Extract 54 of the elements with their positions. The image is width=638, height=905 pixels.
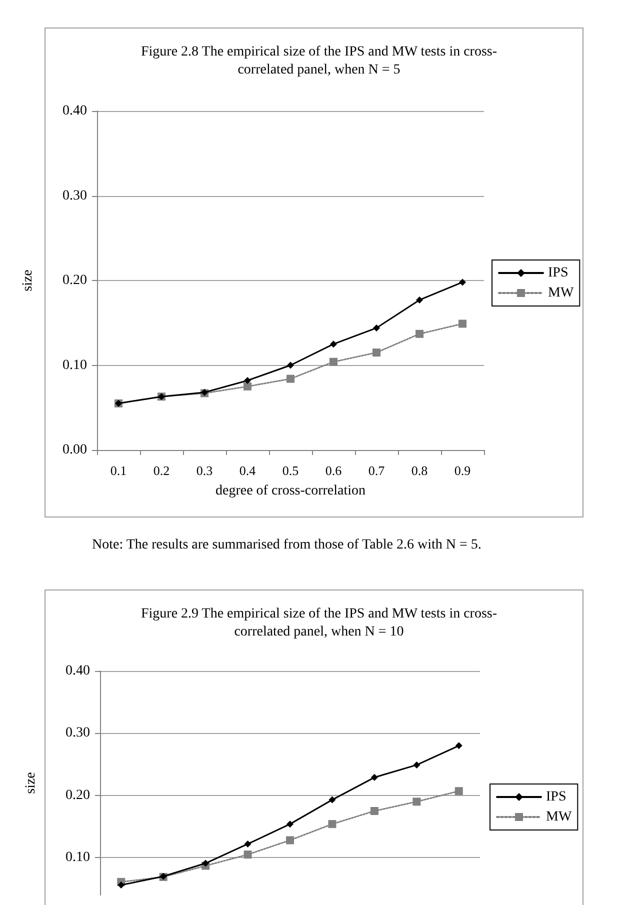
legend-label: IPS — [546, 790, 566, 804]
x-tick-label: 0.3 — [196, 463, 213, 478]
point — [328, 796, 336, 804]
point — [455, 742, 462, 750]
point — [459, 278, 466, 286]
y-axis-title: size — [20, 270, 36, 292]
point — [372, 348, 380, 357]
y-tick-label: 0.20 — [66, 788, 90, 803]
point — [370, 807, 378, 815]
x-tick-label: 0.4 — [239, 463, 256, 478]
legend-label: MW — [548, 286, 574, 300]
x-tick-label: 0.9 — [454, 463, 471, 478]
point — [330, 340, 337, 348]
point — [286, 820, 294, 828]
point — [328, 820, 336, 828]
point — [286, 836, 294, 844]
y-tick-label: 0.40 — [62, 104, 87, 118]
point — [412, 798, 421, 806]
chart-title: Figure 2.8 The empirical size of the IPS and MW tests in cross- correlated panel, when N = 5 — [140, 44, 498, 78]
y-tick-label: 0.40 — [66, 664, 90, 678]
x-tick-label: 0.5 — [282, 463, 299, 478]
y-axis-title: size — [24, 772, 38, 794]
text: Note: The results are summarised from those of Table 2.6 with N = 5. — [92, 538, 482, 552]
point — [413, 761, 420, 768]
point — [454, 787, 463, 796]
legend-label: MW — [546, 810, 572, 824]
point — [244, 382, 252, 390]
y-tick-label: 0.20 — [62, 273, 87, 288]
x-tick-label: 0.6 — [325, 463, 342, 478]
point — [330, 358, 338, 366]
y-tick-label: 0.00 — [62, 442, 87, 458]
point — [244, 850, 252, 859]
y-tick-label: 0.10 — [66, 850, 90, 866]
point — [244, 840, 252, 848]
point — [118, 882, 125, 889]
x-tick-label: 0.1 — [110, 463, 127, 478]
x-tick-label: 0.7 — [368, 463, 386, 478]
chart-title: Figure 2.9 The empirical size of the IPS and MW tests in cross- correlated panel, when N = 10 — [140, 606, 498, 640]
x-tick-label: 0.2 — [153, 463, 170, 478]
point — [416, 330, 424, 338]
point — [244, 377, 251, 384]
point — [370, 774, 378, 781]
x-tick-label: 0.8 — [411, 463, 428, 478]
point — [286, 374, 294, 383]
point — [416, 296, 423, 304]
point — [458, 320, 466, 328]
x-axis-title: degree of cross-correlation — [215, 484, 366, 498]
point — [202, 860, 210, 867]
legend-label: IPS — [548, 266, 568, 280]
y-tick-label: 0.30 — [62, 188, 87, 204]
y-tick-label: 0.10 — [62, 358, 87, 373]
y-tick-label: 0.30 — [66, 726, 90, 741]
point — [373, 324, 380, 332]
point — [287, 362, 294, 369]
